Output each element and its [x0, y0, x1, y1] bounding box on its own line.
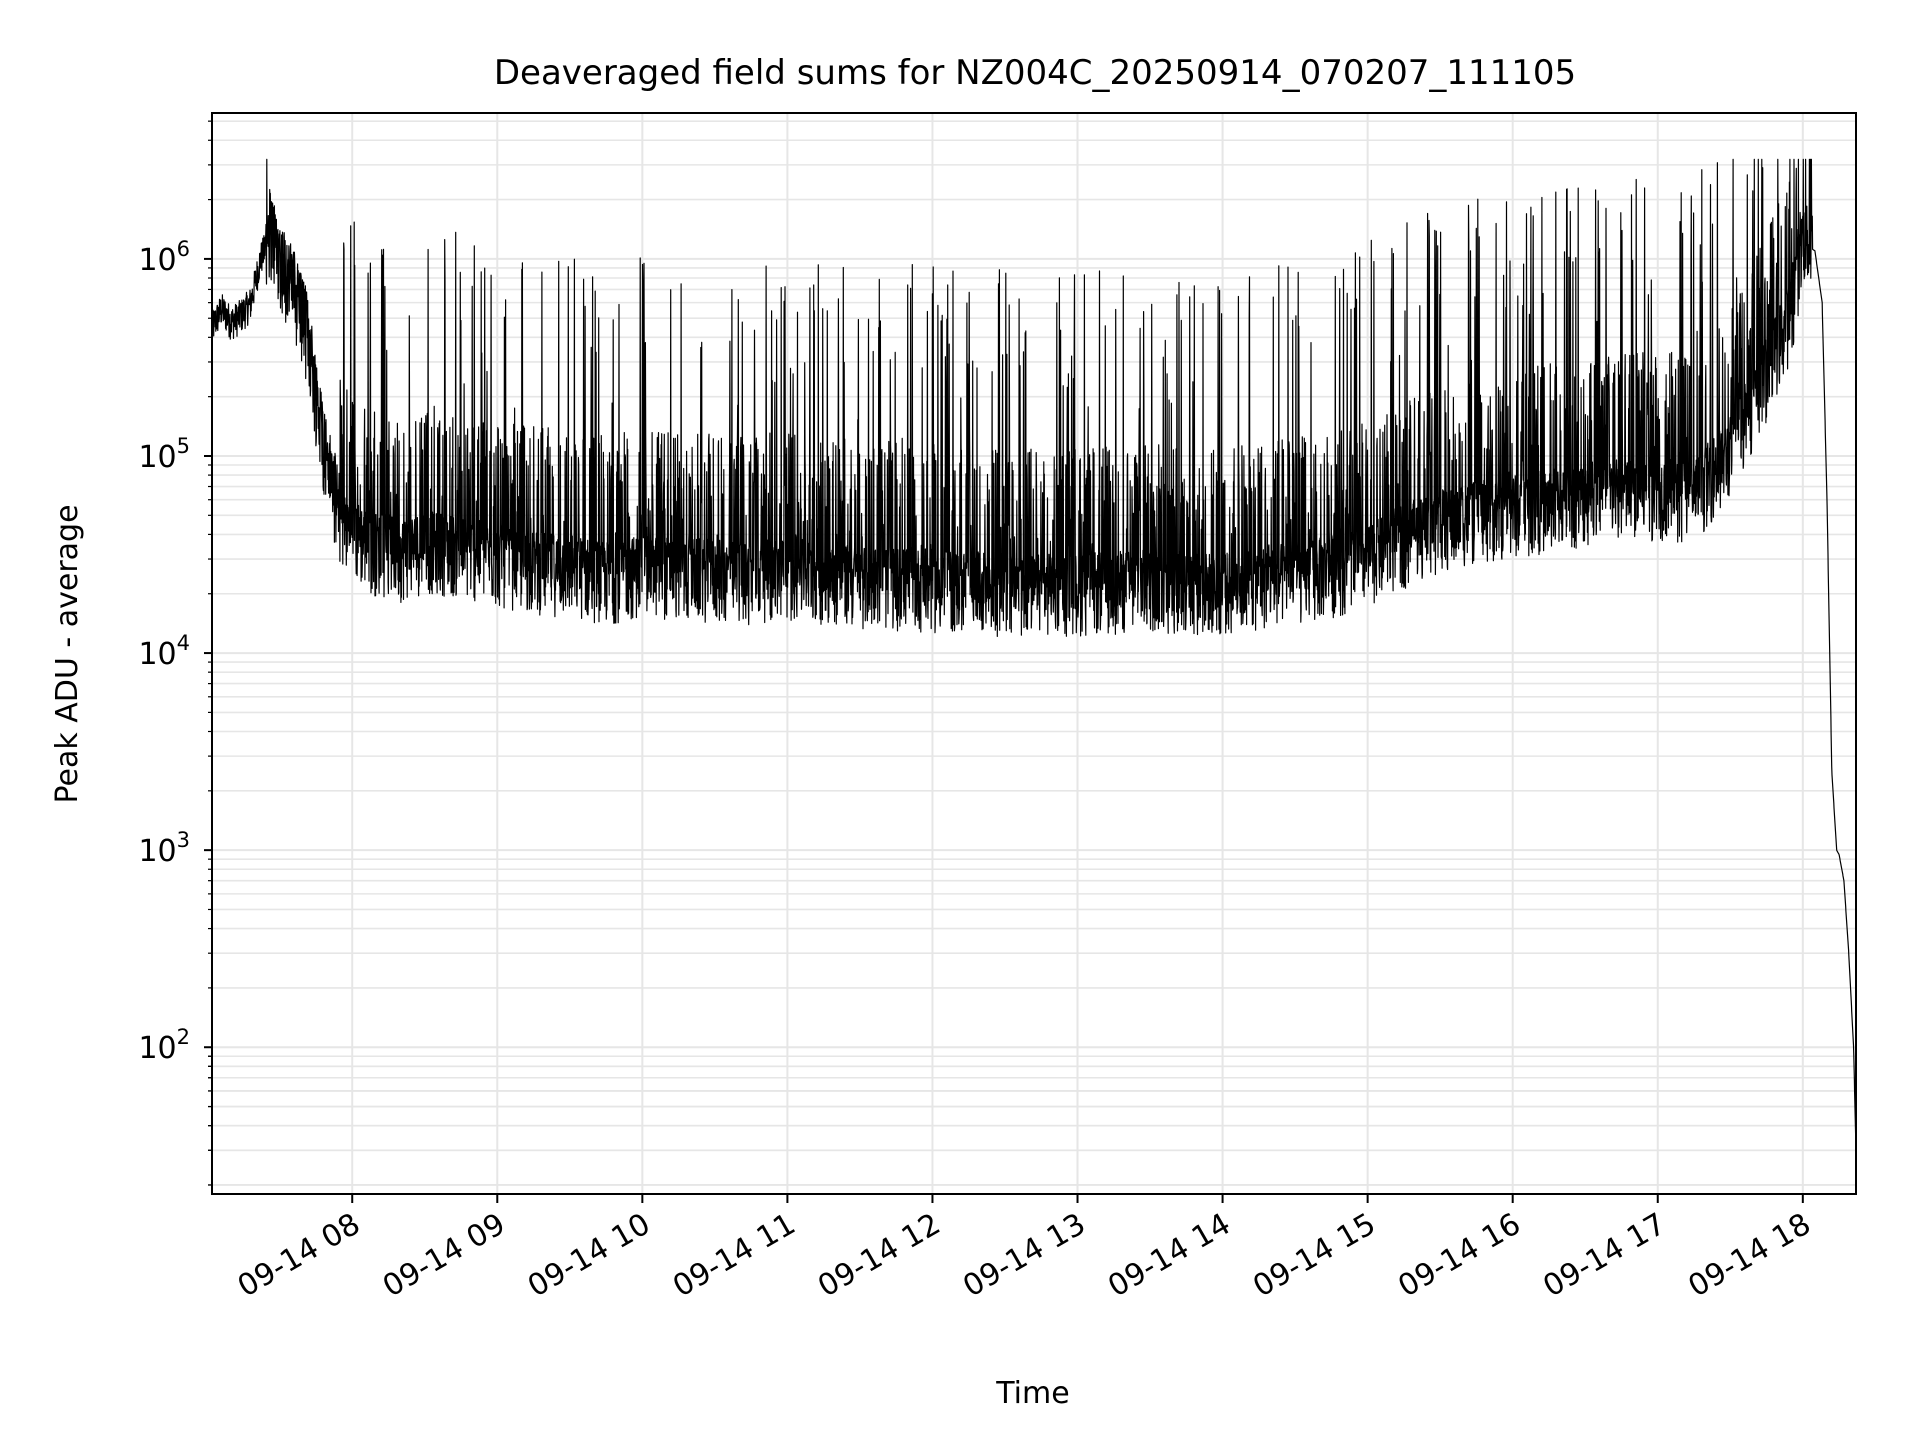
series-line — [211, 158, 1857, 1143]
x-tick-label: 09-14 15 — [1247, 1207, 1381, 1305]
y-tick-base: 10 — [138, 440, 176, 475]
x-axis-label: Time — [995, 1376, 1069, 1411]
x-tick-label: 09-14 16 — [1392, 1207, 1526, 1305]
grid-layer — [212, 113, 1856, 1194]
y-tick-base: 10 — [138, 243, 176, 278]
x-tick-label: 09-14 12 — [812, 1207, 946, 1305]
y-tick-exponent: 4 — [177, 631, 190, 655]
y-tick-exponent: 6 — [177, 237, 190, 261]
x-tick-label: 09-14 10 — [522, 1207, 656, 1305]
y-tick-base: 10 — [138, 1031, 176, 1066]
y-tick-exponent: 3 — [177, 828, 190, 852]
y-tick-label: 106 — [138, 237, 190, 278]
x-tick-label: 09-14 13 — [957, 1207, 1091, 1305]
y-tick-base: 10 — [138, 637, 176, 672]
y-tick-base: 10 — [138, 834, 176, 869]
y-tick-label: 105 — [138, 434, 190, 475]
chart-title: Deaveraged field sums for NZ004C_2025091… — [494, 53, 1576, 93]
x-tick-label: 09-14 17 — [1537, 1207, 1671, 1305]
y-tick-label: 104 — [138, 631, 190, 672]
x-tick-label: 09-14 14 — [1102, 1207, 1236, 1305]
x-tick-label: 09-14 08 — [232, 1207, 366, 1305]
y-tick-exponent: 2 — [177, 1025, 190, 1049]
x-tick-label: 09-14 09 — [377, 1207, 511, 1305]
y-tick-exponent: 5 — [177, 434, 190, 458]
y-axis-label: Peak ADU - average — [50, 504, 85, 803]
y-tick-label: 103 — [138, 828, 190, 869]
x-tick-label: 09-14 18 — [1682, 1207, 1816, 1305]
y-tick-label: 102 — [138, 1025, 190, 1066]
x-tick-label: 09-14 11 — [667, 1207, 801, 1305]
